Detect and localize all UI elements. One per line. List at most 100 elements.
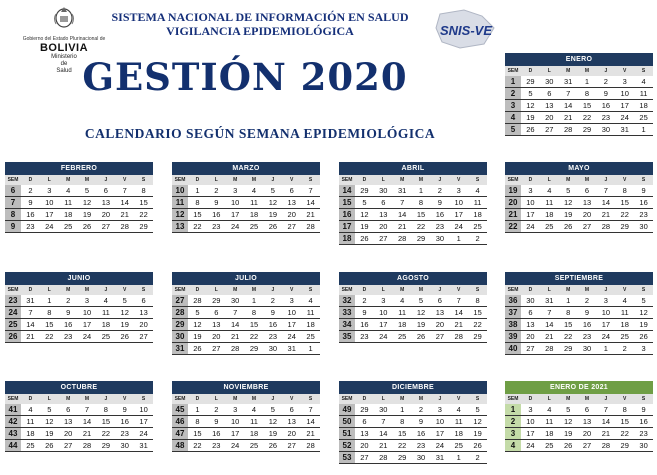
day-cell: 14 [397,210,407,219]
day-cell: 30 [379,186,388,195]
day-cell: 30 [526,296,535,305]
day-cell: 30 [120,441,129,450]
day-cell: 27 [379,234,388,243]
day-cell: 4 [66,186,71,195]
day-cell: 6 [381,198,386,207]
day-cell: 26 [473,441,482,450]
day-cell: 24 [139,429,148,438]
week-row: 21 17 18 19 20 21 22 23 [505,209,653,221]
day-cell: 10 [526,417,535,426]
week-row: 43 18 19 20 21 22 23 24 [5,428,153,440]
day-cell: 25 [545,222,554,231]
week-number: 5 [505,124,521,135]
day-cell: 27 [582,441,592,450]
day-cell: 15 [249,320,259,329]
week-row: 29 12 13 14 15 16 17 18 [172,319,320,331]
day-cell: 29 [249,344,259,353]
day-header: V [457,287,461,293]
day-cell: 13 [287,198,296,207]
day-header: M [566,396,571,402]
day-header: L [47,177,51,183]
day-cell: 21 [230,332,240,341]
day-cell: 12 [193,320,202,329]
day-cell: 11 [101,308,110,317]
day-cell: 4 [547,186,552,195]
day-cell: 21 [601,210,611,219]
day-cell: 22 [139,210,148,219]
day-cell: 3 [289,296,294,305]
day-cell: 10 [230,198,240,207]
week-row: 36 30 31 1 2 3 4 5 [505,295,653,307]
day-cell: 10 [82,308,92,317]
day-cell: 7 [84,405,90,414]
day-cell: 18 [545,429,554,438]
day-cell: 16 [63,320,73,329]
day-cell: 30 [639,441,648,450]
day-cell: 8 [566,308,571,317]
day-header: D [528,177,533,183]
day-cell: 20 [360,441,369,450]
day-cell: 2 [418,405,424,414]
day-cell: 23 [435,222,445,231]
day-cell: 7 [566,89,571,98]
week-number: 2 [505,416,521,427]
day-cell: 8 [622,186,627,195]
day-cell: 9 [28,198,33,207]
day-header: V [457,177,461,183]
day-cell: 20 [379,222,388,231]
day-cell: 22 [193,222,202,231]
day-cell: 25 [473,222,482,231]
day-header: D [528,287,533,293]
day-cell: 4 [475,186,480,195]
day-cell: 16 [212,429,221,438]
day-header: D [362,287,367,293]
day-cell: 17 [230,429,240,438]
day-cell: 24 [526,222,535,231]
day-header: SEM [174,396,186,402]
week-number: 1 [505,404,521,415]
day-cell: 20 [287,210,296,219]
day-header: J [604,68,608,74]
week-number: 31 [172,343,188,354]
day-cell: 13 [435,308,445,317]
day-header: V [290,177,294,183]
day-cell: 25 [454,441,463,450]
day-cell: 30 [268,344,278,353]
day-cell: 17 [526,429,535,438]
month-calendar: ENERO SEM D L M M J V S 1 29 30 31 1 2 3 4 2 5 6 7 8 9 10 11 3 12 1… [505,53,653,136]
day-cell: 16 [26,210,35,219]
day-header-row: SEM D L M M J V S [5,394,153,404]
week-number: 16 [339,209,355,220]
day-cell: 19 [473,429,482,438]
day-cell: 24 [379,332,388,341]
day-cell: 13 [526,320,535,329]
week-row: 1 29 30 31 1 2 3 4 [505,76,653,88]
day-cell: 4 [28,405,33,414]
day-header: L [47,396,51,402]
day-cell: 21 [120,210,129,219]
day-cell: 23 [212,222,221,231]
day-header-row: SEM D L M M J V S [172,394,320,404]
day-cell: 6 [362,417,367,426]
day-cell: 30 [601,125,611,134]
week-row: 28 5 6 7 8 9 10 11 [172,307,320,319]
day-cell: 21 [26,332,35,341]
day-cell: 25 [249,441,259,450]
day-cell: 30 [435,234,445,243]
day-cell: 19 [360,222,369,231]
day-cell: 10 [435,417,445,426]
day-header: M [66,396,71,402]
day-cell: 20 [435,320,445,329]
week-number: 3 [505,428,521,439]
day-header: S [475,177,480,183]
day-header-row: SEM D L M M J V S [505,66,653,76]
day-cell: 28 [306,222,315,231]
day-cell: 28 [193,296,202,305]
day-cell: 29 [360,405,369,414]
day-cell: 10 [230,417,240,426]
day-cell: 21 [601,429,611,438]
day-cell: 28 [397,234,407,243]
week-number: 13 [172,221,188,232]
